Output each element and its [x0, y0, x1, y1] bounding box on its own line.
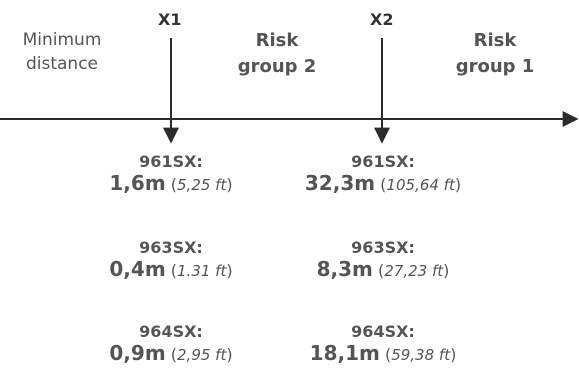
x1-entry-2-model: 964SX: — [139, 322, 203, 341]
x2-entry-1-meters: 8,3m — [316, 257, 373, 281]
x1-entry-1: 963SX: 0,4m (1.31 ft) — [61, 238, 281, 281]
x1-entry-2-meters: 0,9m — [109, 341, 166, 365]
zone-minimum-distance: Minimum distance — [0, 28, 124, 76]
x2-entry-2-model: 964SX: — [351, 322, 415, 341]
x2-entry-0-model: 961SX: — [351, 152, 415, 171]
x1-entry-1-feet: 1.31 ft — [177, 262, 227, 280]
x1-entry-0-feet: 5,25 ft — [177, 176, 227, 194]
x2-entry-1-feet: 27,23 ft — [384, 262, 444, 280]
zone-minimum-distance-line2: distance — [25, 54, 99, 74]
zone-risk-group-1-line1: Risk — [473, 30, 517, 51]
x2-entry-2-meters: 18,1m — [309, 341, 380, 365]
x1-entry-2-value: 0,9m (2,95 ft) — [109, 341, 233, 365]
zone-risk-group-1-line2: group 1 — [455, 56, 535, 77]
marker-x1: X1 — [158, 10, 182, 29]
x2-entry-0: 961SX: 32,3m (105,64 ft) — [273, 152, 493, 195]
x1-entry-2-feet: 2,95 ft — [177, 346, 227, 364]
x1-entry-1-value: 0,4m (1.31 ft) — [109, 257, 233, 281]
x1-entry-0-meters: 1,6m — [109, 171, 166, 195]
x2-entry-2: 964SX: 18,1m (59,38 ft) — [273, 322, 493, 365]
zone-risk-group-1: Risk group 1 — [430, 28, 560, 80]
x2-entry-0-feet: 105,64 ft — [386, 176, 455, 194]
x2-entry-2-value: 18,1m (59,38 ft) — [309, 341, 457, 365]
x2-entry-0-value: 32,3m (105,64 ft) — [304, 171, 462, 195]
x1-entry-1-meters: 0,4m — [109, 257, 166, 281]
x2-entry-1-model: 963SX: — [351, 238, 415, 257]
x1-entry-0-model: 961SX: — [139, 152, 203, 171]
zone-risk-group-2-line2: group 2 — [237, 56, 317, 77]
zone-risk-group-2: Risk group 2 — [212, 28, 342, 80]
x2-entry-0-meters: 32,3m — [304, 171, 376, 195]
x1-entry-0: 961SX: 1,6m (5,25 ft) — [61, 152, 281, 195]
x2-entry-1: 963SX: 8,3m (27,23 ft) — [273, 238, 493, 281]
x1-entry-2: 964SX: 0,9m (2,95 ft) — [61, 322, 281, 365]
x1-entry-0-value: 1,6m (5,25 ft) — [109, 171, 233, 195]
zone-minimum-distance-line1: Minimum — [22, 30, 102, 50]
zone-risk-group-2-line1: Risk — [255, 30, 299, 51]
x2-entry-1-value: 8,3m (27,23 ft) — [316, 257, 450, 281]
x1-entry-1-model: 963SX: — [139, 238, 203, 257]
marker-x2: X2 — [370, 10, 394, 29]
x2-entry-2-feet: 59,38 ft — [391, 346, 451, 364]
